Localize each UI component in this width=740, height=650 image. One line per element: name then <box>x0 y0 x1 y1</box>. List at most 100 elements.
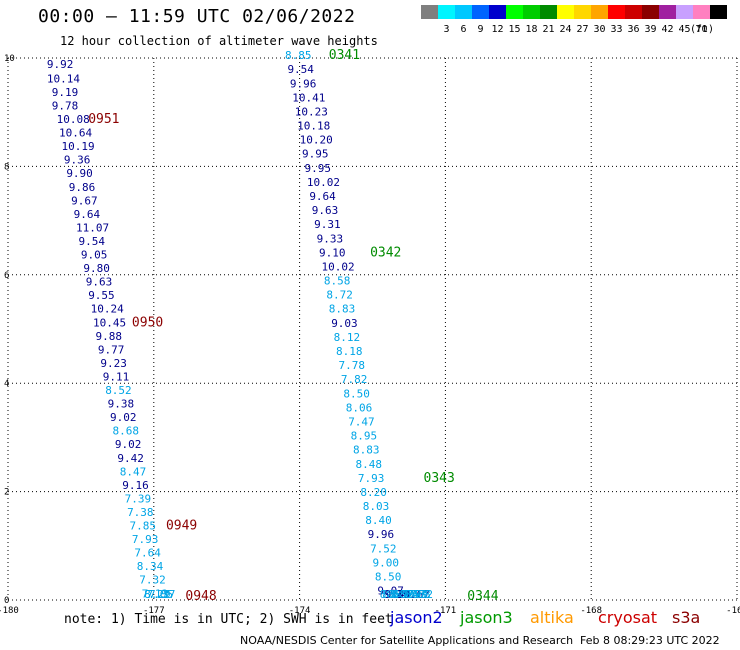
wave-height-label: 10.19 <box>61 140 94 153</box>
wave-height-label: 9.31 <box>314 218 341 231</box>
wave-height-label: 8.18 <box>336 345 363 358</box>
wave-height-label: 9.05 <box>81 249 108 262</box>
wave-height-label: 9.33 <box>317 232 344 245</box>
wave-height-label: 8.29 <box>394 588 421 601</box>
wave-height-label: 9.45 <box>385 588 412 601</box>
wave-height-label: 9.38 <box>108 398 135 411</box>
wave-height-label: 9.63 <box>86 276 113 289</box>
satellite-s3a: s3a <box>672 608 701 627</box>
wave-height-label: 9.63 <box>312 204 339 217</box>
satellite-altika: altika <box>530 608 574 627</box>
wave-height-label: 10.14 <box>47 72 80 85</box>
wave-height-label: 9.00 <box>373 556 400 569</box>
pass-time-label: 0950 <box>132 315 163 330</box>
wave-height-label: 8.40 <box>365 514 392 527</box>
y-tick-label: 10 <box>4 54 15 64</box>
wave-height-label: 7.85 <box>130 520 157 533</box>
wave-height-label: 9.80 <box>83 262 110 275</box>
legend-swatch <box>693 5 710 19</box>
wave-height-label: 9.54 <box>78 235 105 248</box>
legend-label: 18 <box>525 24 537 35</box>
wave-height-label: 8.95 <box>351 430 378 443</box>
pass-time-label: 0342 <box>370 245 401 260</box>
wave-height-label: 9.64 <box>74 208 101 221</box>
legend-swatch <box>642 5 659 19</box>
wave-height-label: 10.45 <box>93 316 126 329</box>
pass-time-label: 0948 <box>185 589 216 604</box>
legend-swatch <box>472 5 489 19</box>
pass-time-label: 0343 <box>424 471 455 486</box>
wave-height-label: 7.78 <box>338 359 365 372</box>
legend-swatch <box>523 5 540 19</box>
wave-height-label: 9.11 <box>103 370 129 383</box>
x-tick-label: -180 <box>0 606 19 616</box>
wave-height-label: 7.38 <box>127 506 154 519</box>
wave-height-label: 9.02 <box>110 411 137 424</box>
wave-height-label: 10.41 <box>292 91 325 104</box>
wave-height-label: 9.90 <box>66 167 93 180</box>
chart-title: 00:00 — 11:59 UTC 02/06/2022 <box>38 6 356 27</box>
wave-height-label: 8.20 <box>360 486 387 499</box>
wave-height-label: 9.03 <box>331 317 358 330</box>
legend-label: 39 <box>644 24 656 35</box>
wave-height-label: 9.19 <box>52 86 79 99</box>
legend-swatch <box>574 5 591 19</box>
legend-swatch <box>506 5 523 19</box>
legend-label: 30 <box>593 24 605 35</box>
legend-label: 70 <box>695 24 707 35</box>
wave-height-label: 7.52 <box>370 542 397 555</box>
wave-height-label: 11.07 <box>76 221 109 234</box>
legend-swatch <box>625 5 642 19</box>
wave-height-label: 8.68 <box>380 588 407 601</box>
wave-height-label: 8.83 <box>329 303 356 316</box>
wave-height-label: 8.72 <box>326 289 353 302</box>
legend-label: 12 <box>491 24 503 35</box>
legend-unit: (ft) <box>690 24 714 35</box>
wave-height-label: 8.57 <box>387 588 414 601</box>
wave-height-label: 7.39 <box>125 492 152 505</box>
footer-note: note: 1) Time is in UTC; 2) SWH is in fe… <box>64 612 393 627</box>
wave-height-label: 7.13 <box>142 587 169 600</box>
legend-swatch <box>438 5 455 19</box>
wave-height-label: 8.06 <box>346 401 373 414</box>
wave-height-label: 9.07 <box>377 585 404 598</box>
wave-height-label: 9.67 <box>71 194 98 207</box>
legend-label: 33 <box>610 24 622 35</box>
chart-subtitle: 12 hour collection of altimeter wave hei… <box>60 34 378 48</box>
legend-swatch <box>710 5 727 19</box>
wave-height-label: 9.23 <box>100 357 127 370</box>
wave-height-label: 9.16 <box>122 479 148 492</box>
wave-height-label: 8.67 <box>399 588 426 601</box>
legend-label: 6 <box>460 24 466 35</box>
wave-height-label: 8.97 <box>390 588 417 601</box>
wave-height-label: 9.64 <box>309 190 336 203</box>
wave-height-label: 9.77 <box>98 343 125 356</box>
wave-height-label: 8.68 <box>404 588 431 601</box>
wave-height-label: 8.12 <box>334 331 361 344</box>
legend-swatch <box>540 5 557 19</box>
wave-height-label: 10.24 <box>91 303 124 316</box>
wave-height-label: 8.48 <box>355 458 382 471</box>
wave-height-label: 7.99 <box>402 588 429 601</box>
y-tick-label: 6 <box>4 271 9 281</box>
wave-height-label: 9.88 <box>95 330 122 343</box>
wave-height-label: 10.20 <box>300 134 333 147</box>
satellite-jason2: jason2 <box>390 608 443 627</box>
pass-time-label: 0344 <box>467 589 498 604</box>
legend-swatch <box>455 5 472 19</box>
wave-height-label: 8.68 <box>112 425 138 438</box>
y-tick-label: 4 <box>4 379 9 389</box>
wave-height-label: 9.36 <box>64 154 91 167</box>
x-tick-label: -171 <box>435 606 457 616</box>
wave-height-label: 7.82 <box>341 373 368 386</box>
pass-time-label: 0341 <box>329 48 360 63</box>
x-tick-label: -177 <box>143 606 165 616</box>
wave-height-label: 7.37 <box>149 588 176 601</box>
wave-height-label: 9.42 <box>117 452 144 465</box>
generated-timestamp: Feb 8 08:29:23 UTC 2022 <box>580 634 720 647</box>
wave-height-label: 9.96 <box>290 77 317 90</box>
wave-height-label: 9.02 <box>115 438 142 451</box>
wave-height-label: 8.44 <box>392 588 419 601</box>
x-tick-label: -165 <box>726 606 740 616</box>
